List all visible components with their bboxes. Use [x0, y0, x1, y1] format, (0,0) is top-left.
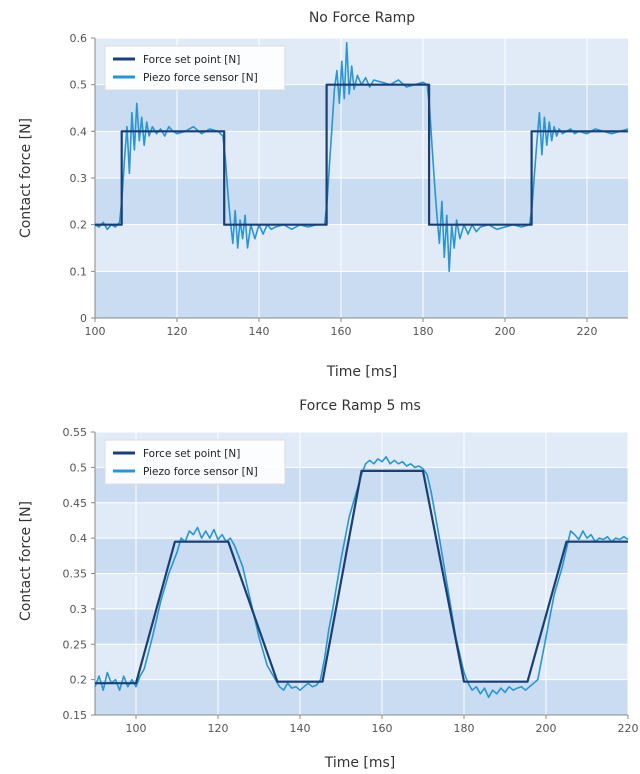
y-tick-label: 0.4 — [70, 532, 88, 545]
x-tick-label: 100 — [85, 325, 106, 338]
x-tick-label: 220 — [577, 325, 598, 338]
x-tick-label: 220 — [618, 722, 639, 735]
legend-box — [104, 45, 286, 91]
series-piezo-force-sensor-line — [94, 41, 629, 273]
x-tick-label: 200 — [495, 325, 516, 338]
plot-band — [95, 644, 628, 680]
x-tick-label: 180 — [413, 325, 434, 338]
y-tick-label: 0.3 — [70, 603, 88, 616]
y-tick-label: 0.35 — [63, 568, 88, 581]
chart-title: No Force Ramp — [309, 10, 415, 26]
plot-band — [95, 573, 628, 609]
x-tick-label: 140 — [290, 722, 311, 735]
legend-label: Piezo force sensor [N] — [143, 466, 258, 478]
x-axis-label: Time [ms] — [324, 755, 396, 771]
y-tick-label: 0.1 — [70, 265, 88, 278]
x-tick-label: 160 — [331, 325, 352, 338]
y-tick-label: 0.6 — [70, 32, 88, 45]
x-tick-label: 120 — [167, 325, 188, 338]
series-piezo-force-sensor-line — [94, 456, 629, 699]
x-tick-label: 120 — [208, 722, 229, 735]
y-tick-label: 0.3 — [70, 172, 88, 185]
x-axis-label: Time [ms] — [326, 364, 398, 380]
plot-band — [95, 679, 628, 715]
chart-title: Force Ramp 5 ms — [299, 398, 421, 414]
legend-label: Force set point [N] — [143, 54, 240, 66]
plot-band — [95, 84, 628, 132]
x-tick-label: 200 — [536, 722, 557, 735]
y-axis-label: Contact force [N] — [18, 501, 34, 621]
plot-band — [95, 131, 628, 178]
chart-no-force-ramp: 0 0.1 0.2 0.3 0.4 0.5 0.6 100 120 140 160 180 200 220… — [18, 10, 629, 380]
y-tick-label: 0.15 — [63, 709, 88, 722]
x-tick-label: 140 — [249, 325, 270, 338]
series-force-set-point-line — [95, 83, 628, 226]
legend-box — [104, 439, 286, 485]
x-tick-label: 160 — [372, 722, 393, 735]
chart-force-ramp-5ms-svg: 0.15 0.2 0.25 0.3 0.35 0.4 0.45 0.5 0.55 100 120 14… — [18, 398, 639, 771]
legend-label: Piezo force sensor [N] — [143, 72, 258, 84]
plot-band — [95, 178, 628, 225]
y-tick-label: 0.2 — [70, 674, 88, 687]
y-axis-label: Contact force [N] — [18, 118, 34, 238]
plot-band — [95, 502, 628, 539]
y-tick-label: 0 — [80, 312, 87, 325]
y-tick-label: 0.25 — [63, 638, 88, 651]
chart-no-force-ramp-svg: 0 0.1 0.2 0.3 0.4 0.5 0.6 100 120 140 160 180 200 220… — [18, 10, 629, 380]
y-tick-label: 0.5 — [70, 461, 88, 474]
y-tick-label: 0.5 — [70, 79, 88, 92]
plot-band — [95, 224, 628, 272]
y-tick-label: 0.55 — [63, 426, 88, 439]
x-tick-label: 100 — [126, 722, 147, 735]
legend-label: Force set point [N] — [143, 448, 240, 460]
y-tick-label: 0.45 — [63, 497, 88, 510]
plot-band — [95, 271, 628, 318]
series-force-set-point-line — [95, 469, 628, 685]
y-tick-label: 0.2 — [70, 219, 88, 232]
plot-band — [95, 538, 628, 574]
x-tick-label: 180 — [454, 722, 475, 735]
chart-force-ramp-5ms: 0.15 0.2 0.25 0.3 0.35 0.4 0.45 0.5 0.55 100 120 14… — [0, 387, 640, 774]
y-tick-label: 0.4 — [70, 125, 88, 138]
